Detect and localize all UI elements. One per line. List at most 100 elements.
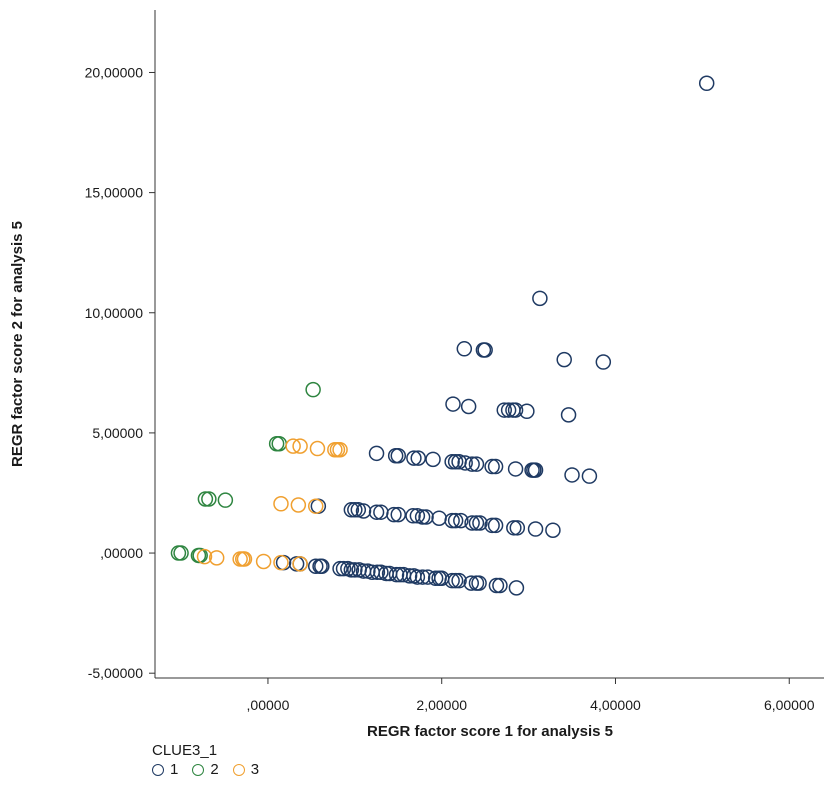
data-point-cluster-1 — [350, 502, 367, 518]
data-point-cluster-2 — [217, 492, 234, 508]
data-point-cluster-1 — [427, 570, 444, 587]
data-point-cluster-1 — [472, 515, 488, 531]
data-point-cluster-1 — [484, 517, 500, 534]
data-point-cluster-1 — [519, 403, 535, 420]
data-point-cluster-1 — [414, 569, 431, 585]
x-axis-ticks: ,00000 2,00000 4,00000 6,00000 — [247, 678, 815, 713]
data-point-cluster-1 — [451, 572, 467, 589]
data-point-cluster-2 — [305, 381, 321, 398]
legend-items: 1 2 3 — [152, 761, 273, 778]
points-layer — [170, 75, 715, 596]
data-point-cluster-1 — [463, 575, 480, 591]
data-point-cluster-1 — [368, 445, 385, 462]
data-point-cluster-1 — [471, 575, 487, 591]
data-point-cluster-1 — [447, 572, 464, 589]
data-point-cluster-3 — [255, 553, 272, 570]
data-point-cluster-1 — [468, 515, 485, 531]
data-point-cluster-1 — [447, 453, 464, 470]
data-point-cluster-1 — [564, 467, 580, 483]
data-point-cluster-1 — [560, 407, 577, 423]
data-point-cluster-1 — [444, 572, 460, 589]
legend-label: 1 — [170, 761, 179, 778]
data-point-cluster-1 — [314, 558, 330, 575]
data-point-cluster-1 — [507, 461, 524, 477]
data-point-cluster-3 — [332, 441, 348, 458]
data-point-cluster-1 — [496, 402, 513, 418]
data-point-cluster-1 — [355, 503, 372, 519]
legend: CLUE3_1 1 2 3 — [152, 742, 273, 778]
data-point-cluster-3 — [273, 496, 289, 512]
x-tick-label: 2,00000 — [416, 697, 467, 713]
y-tick-label: 15,00000 — [85, 185, 144, 201]
legend-marker-icon — [192, 763, 205, 776]
data-point-cluster-1 — [390, 447, 407, 464]
data-point-cluster-2 — [201, 491, 217, 507]
data-point-cluster-3 — [273, 554, 289, 571]
data-point-cluster-1 — [347, 562, 363, 578]
data-point-cluster-3 — [285, 438, 301, 454]
data-point-cluster-1 — [698, 75, 715, 92]
legend-title: CLUE3_1 — [152, 742, 218, 759]
data-point-cluster-3 — [292, 556, 308, 572]
data-point-cluster-1 — [406, 450, 422, 466]
data-point-cluster-1 — [425, 451, 441, 468]
data-point-cluster-1 — [488, 577, 505, 594]
y-tick-label: 20,00000 — [85, 64, 144, 80]
y-tick-label: -5,00000 — [88, 665, 143, 681]
data-point-cluster-2 — [173, 545, 189, 561]
data-point-cluster-1 — [347, 502, 363, 518]
data-point-cluster-1 — [401, 568, 418, 584]
data-point-cluster-1 — [405, 508, 421, 524]
data-point-cluster-3 — [236, 551, 253, 567]
data-point-cluster-1 — [445, 396, 461, 412]
data-point-cluster-1 — [509, 520, 526, 536]
data-point-cluster-1 — [532, 290, 548, 307]
data-point-cluster-1 — [343, 562, 360, 578]
data-point-cluster-1 — [527, 462, 544, 478]
data-point-cluster-1 — [464, 456, 480, 472]
data-point-cluster-1 — [453, 512, 469, 529]
y-tick-label: 10,00000 — [85, 305, 144, 321]
y-tick-label: ,00000 — [100, 545, 143, 561]
data-point-cluster-3 — [292, 438, 308, 454]
data-point-cluster-3 — [196, 548, 213, 565]
data-point-cluster-1 — [444, 453, 460, 470]
data-point-cluster-1 — [484, 458, 500, 475]
legend-item-2: 2 — [192, 761, 219, 778]
data-point-cluster-1 — [410, 450, 427, 466]
y-axis-title: REGR factor score 2 for analysis 5 — [9, 221, 26, 467]
x-tick-label: ,00000 — [247, 697, 290, 713]
data-point-cluster-3 — [208, 550, 225, 566]
x-axis-title: REGR factor score 1 for analysis 5 — [367, 723, 613, 740]
data-point-cluster-3 — [309, 440, 326, 457]
data-point-cluster-3 — [290, 497, 307, 513]
data-point-cluster-1 — [556, 351, 572, 368]
data-point-cluster-1 — [581, 468, 598, 484]
data-point-cluster-1 — [507, 402, 524, 418]
data-point-cluster-1 — [477, 342, 493, 358]
data-point-cluster-1 — [492, 577, 508, 594]
data-point-cluster-1 — [368, 504, 385, 520]
data-point-cluster-1 — [414, 509, 431, 525]
data-point-cluster-1 — [418, 509, 434, 525]
y-tick-label: 5,00000 — [92, 425, 143, 441]
data-point-cluster-1 — [343, 502, 360, 518]
legend-marker-icon — [232, 763, 245, 776]
data-point-cluster-1 — [373, 564, 389, 581]
data-point-cluster-1 — [487, 517, 504, 534]
y-axis-ticks: -5,00000 ,00000 5,00000 10,00000 15,00000 20,… — [85, 64, 155, 681]
data-point-cluster-1 — [369, 564, 386, 581]
data-point-cluster-1 — [527, 521, 544, 537]
data-point-cluster-1 — [468, 456, 485, 472]
data-point-cluster-1 — [506, 520, 522, 536]
legend-label: 3 — [250, 761, 260, 778]
data-point-cluster-1 — [487, 458, 504, 475]
data-point-cluster-1 — [508, 580, 525, 596]
data-point-cluster-1 — [447, 512, 464, 529]
data-point-cluster-1 — [444, 512, 460, 529]
x-tick-label: 4,00000 — [590, 697, 641, 713]
data-point-cluster-1 — [409, 569, 426, 585]
data-point-cluster-1 — [545, 522, 561, 538]
legend-marker-icon — [152, 763, 164, 776]
